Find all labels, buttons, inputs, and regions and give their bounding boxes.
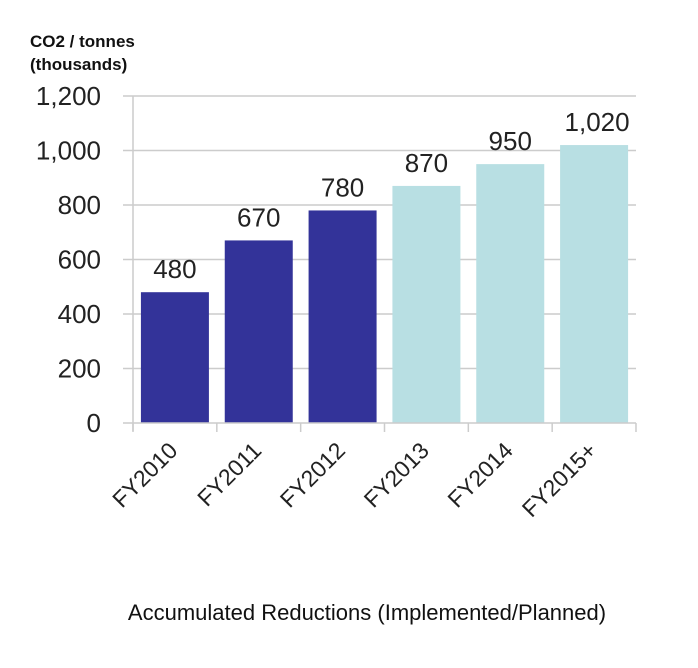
y-tick-label: 600 [58,245,101,275]
x-tick-label: FY2010 [107,437,182,512]
bar-fy2015-plus [560,145,629,424]
x-tick-label: FY2013 [359,437,434,512]
data-label: 1,020 [565,107,630,137]
y-axis-label-line-2: (thousands) [30,55,127,74]
data-label: 670 [237,202,280,232]
data-label: 780 [321,172,364,202]
y-tick-label: 200 [58,354,101,384]
data-label: 480 [153,254,196,284]
x-tick-label: FY2014 [442,437,517,512]
data-label: 950 [489,126,532,156]
bar-fy2010 [140,292,209,423]
x-tick-label: FY2015+ [517,437,602,522]
y-axis-label-line-1: CO2 / tonnes [30,32,135,51]
data-label: 870 [405,148,448,178]
x-tick-label: FY2012 [275,437,350,512]
x-axis-caption: Accumulated Reductions (Implemented/Plan… [128,600,606,625]
y-tick-label: 0 [87,408,101,438]
y-tick-label: 1,200 [36,81,101,111]
bar-fy2012 [308,210,377,423]
y-tick-label: 1,000 [36,136,101,166]
y-tick-label: 400 [58,299,101,329]
y-tick-label: 800 [58,190,101,220]
x-tick-label: FY2011 [192,437,266,511]
bar-fy2011 [224,240,293,423]
bar-fy2013 [392,185,461,423]
bar-fy2014 [476,164,545,423]
